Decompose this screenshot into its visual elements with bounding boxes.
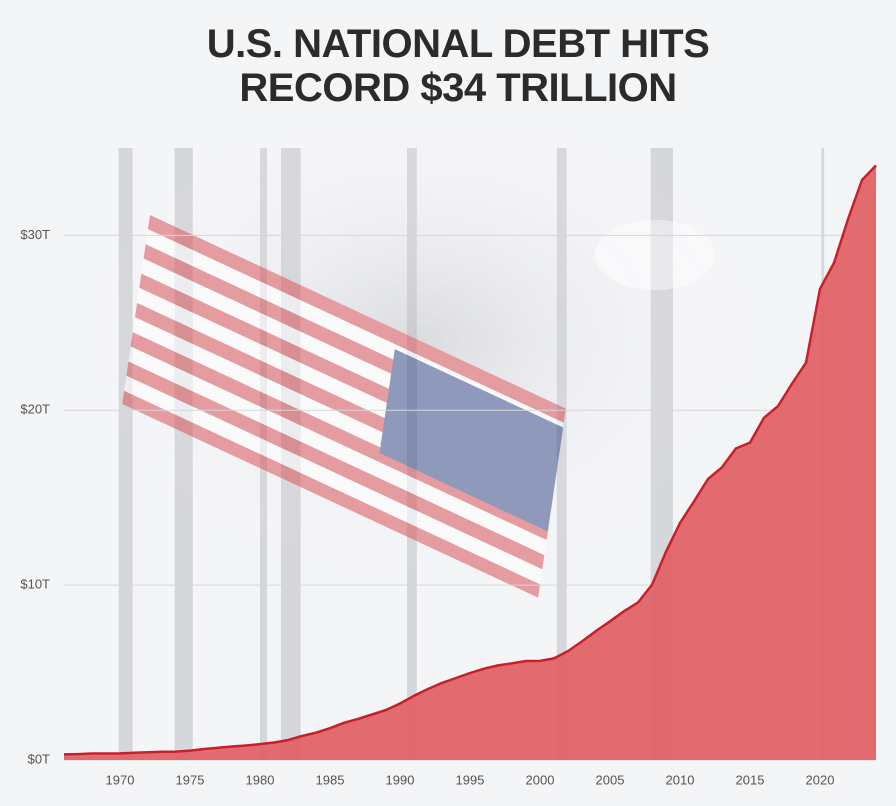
chart-subtitle: RECORD $34 TRILLION xyxy=(239,66,676,110)
x-tick-label: 2010 xyxy=(666,772,695,787)
x-tick-label: 1975 xyxy=(176,772,205,787)
area xyxy=(64,165,876,760)
x-tick-label: 1985 xyxy=(316,772,345,787)
y-tick-label: $30T xyxy=(20,227,50,242)
x-tick-label: 2020 xyxy=(806,772,835,787)
y-tick-label: $20T xyxy=(20,402,50,417)
x-tick-label: 2000 xyxy=(526,772,555,787)
flag-illustration xyxy=(90,110,750,598)
x-tick-label: 1990 xyxy=(386,772,415,787)
y-tick-label: $0T xyxy=(28,751,50,766)
x-tick-label: 1995 xyxy=(456,772,485,787)
y-tick-label: $10T xyxy=(20,577,50,592)
x-tick-label: 1980 xyxy=(246,772,275,787)
x-tick-label: 2015 xyxy=(736,772,765,787)
x-tick-label: 1970 xyxy=(106,772,135,787)
chart-title: U.S. NATIONAL DEBT HITS xyxy=(207,22,710,66)
x-tick-label: 2005 xyxy=(596,772,625,787)
line xyxy=(63,164,877,756)
